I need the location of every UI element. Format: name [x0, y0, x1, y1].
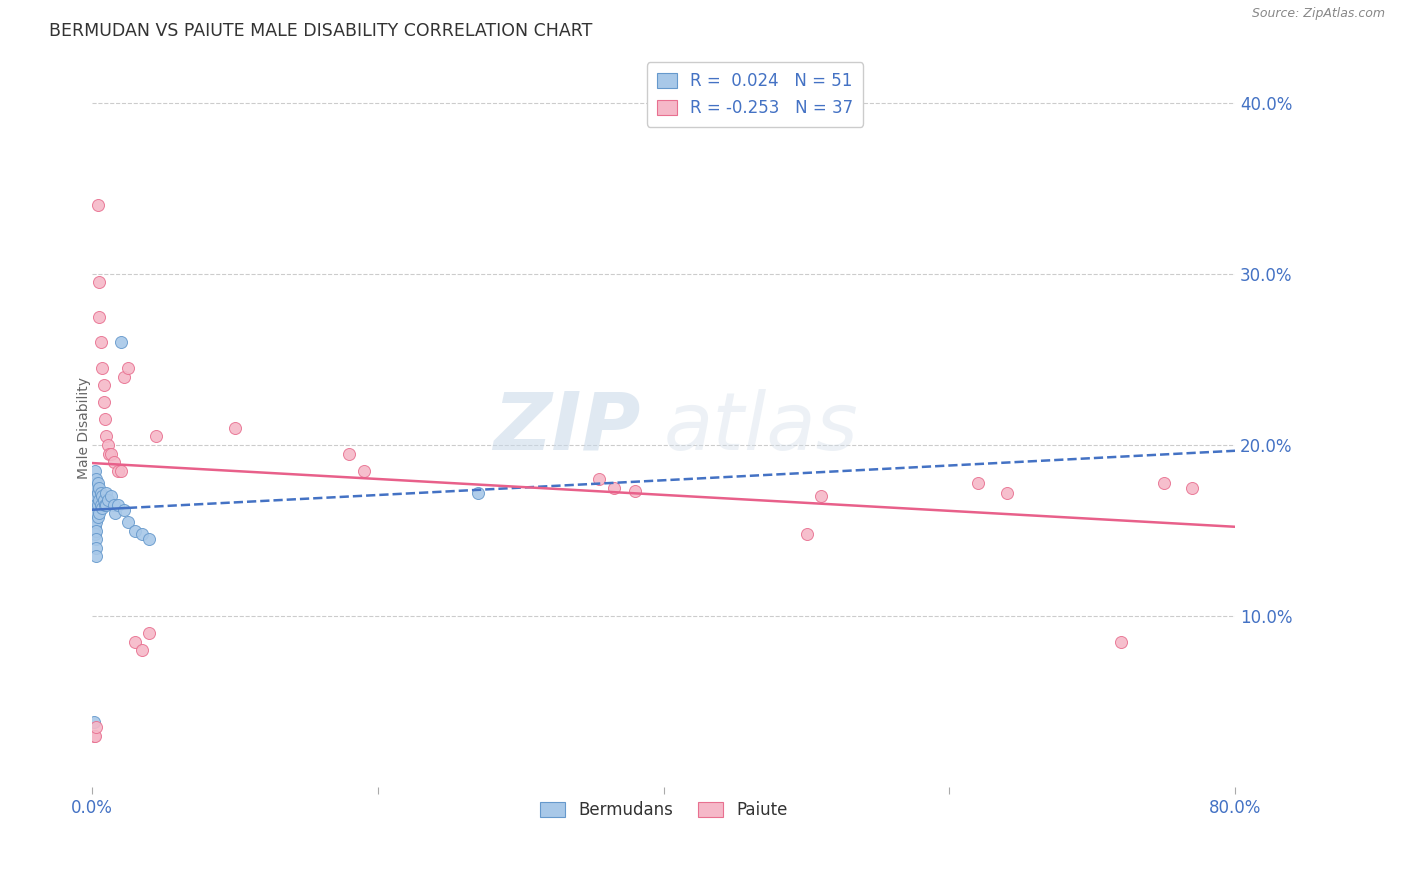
Point — [86, 498, 108, 512]
Point — [83, 715, 105, 730]
Point — [124, 524, 146, 538]
Point — [86, 472, 108, 486]
Point — [100, 446, 122, 460]
Point — [96, 429, 118, 443]
Point — [87, 475, 110, 490]
Point — [100, 489, 122, 503]
Point — [353, 464, 375, 478]
Point — [107, 498, 129, 512]
Point — [98, 446, 121, 460]
Point — [93, 395, 115, 409]
Point — [84, 509, 107, 524]
Point — [145, 429, 167, 443]
Legend: Bermudans, Paiute: Bermudans, Paiute — [533, 794, 794, 826]
Point — [87, 198, 110, 212]
Text: ZIP: ZIP — [494, 389, 641, 467]
Point — [86, 541, 108, 555]
Point — [90, 486, 112, 500]
Point — [103, 498, 125, 512]
Point — [89, 507, 111, 521]
Point — [138, 532, 160, 546]
Point — [89, 481, 111, 495]
Point — [86, 515, 108, 529]
Y-axis label: Male Disability: Male Disability — [77, 376, 91, 479]
Point — [83, 489, 105, 503]
Point — [967, 475, 990, 490]
Point — [86, 507, 108, 521]
Point — [110, 464, 132, 478]
Point — [110, 335, 132, 350]
Point — [103, 455, 125, 469]
Point — [87, 498, 110, 512]
Point — [86, 532, 108, 546]
Point — [84, 729, 107, 743]
Point — [96, 498, 118, 512]
Point — [131, 643, 153, 657]
Point — [588, 472, 610, 486]
Point — [93, 378, 115, 392]
Point — [86, 720, 108, 734]
Point — [112, 369, 135, 384]
Point — [97, 492, 120, 507]
Point — [104, 507, 127, 521]
Point — [86, 524, 108, 538]
Point — [117, 515, 139, 529]
Point — [107, 464, 129, 478]
Point — [83, 729, 105, 743]
Point — [91, 501, 114, 516]
Point — [995, 486, 1018, 500]
Point — [91, 361, 114, 376]
Point — [90, 335, 112, 350]
Point — [86, 481, 108, 495]
Text: atlas: atlas — [664, 389, 859, 467]
Point — [83, 515, 105, 529]
Point — [93, 492, 115, 507]
Point — [83, 507, 105, 521]
Point — [796, 527, 818, 541]
Point — [91, 489, 114, 503]
Point — [131, 527, 153, 541]
Point — [90, 498, 112, 512]
Point — [96, 486, 118, 500]
Point — [89, 276, 111, 290]
Point — [94, 498, 117, 512]
Point — [337, 446, 360, 460]
Point — [84, 503, 107, 517]
Point — [1153, 475, 1175, 490]
Text: Source: ZipAtlas.com: Source: ZipAtlas.com — [1251, 7, 1385, 21]
Point — [97, 438, 120, 452]
Point — [83, 481, 105, 495]
Point — [94, 412, 117, 426]
Point — [810, 489, 832, 503]
Point — [124, 634, 146, 648]
Point — [87, 486, 110, 500]
Point — [602, 481, 624, 495]
Point — [224, 421, 246, 435]
Point — [89, 310, 111, 324]
Point — [1181, 481, 1204, 495]
Point — [86, 489, 108, 503]
Point — [84, 464, 107, 478]
Point — [84, 520, 107, 534]
Point — [138, 626, 160, 640]
Point — [84, 475, 107, 490]
Point — [86, 549, 108, 564]
Point — [87, 509, 110, 524]
Point — [467, 486, 489, 500]
Point — [84, 492, 107, 507]
Point — [117, 361, 139, 376]
Point — [89, 492, 111, 507]
Point — [112, 503, 135, 517]
Point — [624, 484, 647, 499]
Point — [1109, 634, 1132, 648]
Text: BERMUDAN VS PAIUTE MALE DISABILITY CORRELATION CHART: BERMUDAN VS PAIUTE MALE DISABILITY CORRE… — [49, 22, 592, 40]
Point — [83, 498, 105, 512]
Point — [84, 486, 107, 500]
Point — [84, 527, 107, 541]
